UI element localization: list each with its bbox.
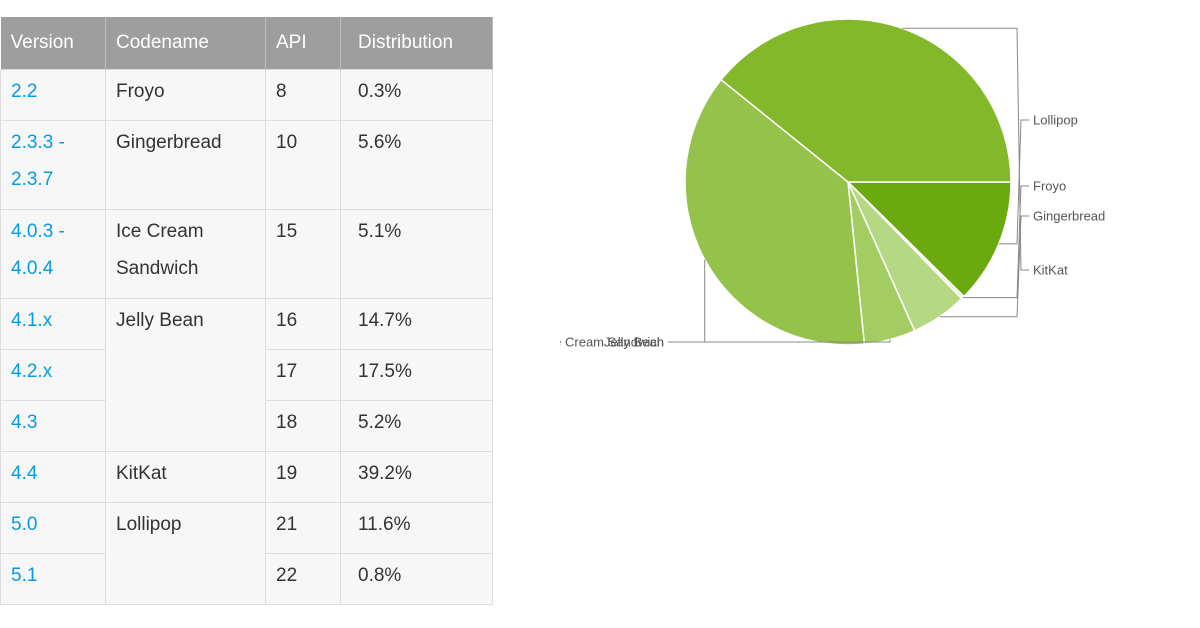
leader-line-ice-cream-sandwich <box>668 339 891 343</box>
table-header-row: Version Codename API Distribution <box>0 17 493 70</box>
distribution-pie-chart: Lollipop Froyo Gingerbread Ice Cream Sandwi… <box>560 18 1105 350</box>
pie-labels: Lollipop Froyo Gingerbread Ice Cream Sandwi… <box>560 27 1105 350</box>
pie-slices <box>684 18 1012 346</box>
table-row: 4.3 18 5.2% <box>0 400 493 452</box>
leader-line-froyo <box>962 185 1029 299</box>
api-cell: 15 <box>265 209 341 299</box>
codename-cell: Gingerbread <box>105 120 266 210</box>
distribution-cell: 0.8% <box>340 553 493 605</box>
header-api: API <box>265 17 341 70</box>
codename-cell: KitKat <box>105 451 266 503</box>
pie-label-jelly-bean: Jelly Bean <box>604 335 664 350</box>
leader-line-gingerbread <box>939 215 1029 318</box>
distribution-cell: 17.5% <box>340 349 493 401</box>
leader-line-kitkat <box>902 27 1029 271</box>
pie-label-froyo: Froyo <box>1033 179 1066 194</box>
distribution-table: Version Codename API Distribution 2.2 Fr… <box>0 17 493 605</box>
distribution-cell: 5.6% <box>340 120 493 210</box>
table-row: 4.0.3 - 4.0.4 Ice Cream Sandwich 15 5.1% <box>0 209 493 299</box>
version-link[interactable]: 2.2 <box>0 69 106 121</box>
api-cell: 16 <box>265 298 341 350</box>
version-link[interactable]: 4.4 <box>0 451 106 503</box>
codename-cell: Ice Cream Sandwich <box>105 209 266 299</box>
header-version: Version <box>0 17 106 70</box>
pie-label-gingerbread: Gingerbread <box>1033 209 1105 224</box>
distribution-cell: 5.1% <box>340 209 493 299</box>
pie-label-kitkat: KitKat <box>1033 263 1068 278</box>
api-cell: 10 <box>265 120 341 210</box>
table-row: 5.1 22 0.8% <box>0 553 493 605</box>
distribution-cell: 0.3% <box>340 69 493 121</box>
codename-cell: Lollipop <box>105 502 266 605</box>
table-row: 4.4 KitKat 19 39.2% <box>0 451 493 503</box>
api-cell: 18 <box>265 400 341 452</box>
version-link[interactable]: 4.1.x <box>0 298 106 350</box>
api-cell: 21 <box>265 502 341 554</box>
version-link[interactable]: 5.0 <box>0 502 106 554</box>
table-row: 2.3.3 - 2.3.7 Gingerbread 10 5.6% <box>0 120 493 210</box>
version-link[interactable]: 2.3.3 - 2.3.7 <box>0 120 106 210</box>
leader-line-jelly-bean <box>668 259 706 343</box>
table-row: 4.2.x 17 17.5% <box>0 349 493 401</box>
pie-slice-jelly-bean <box>684 78 866 346</box>
header-codename: Codename <box>105 17 266 70</box>
codename-cell: Froyo <box>105 69 266 121</box>
version-link[interactable]: 4.0.3 - 4.0.4 <box>0 209 106 299</box>
codename-cell: Jelly Bean <box>105 298 266 452</box>
pie-label-lollipop: Lollipop <box>1033 113 1078 128</box>
pie-label-ice-cream-sandwich: Ice Cream Sandwich <box>560 335 664 350</box>
distribution-cell: 39.2% <box>340 451 493 503</box>
api-cell: 8 <box>265 69 341 121</box>
api-cell: 17 <box>265 349 341 401</box>
table-row: 4.1.x Jelly Bean 16 14.7% <box>0 298 493 452</box>
version-link[interactable]: 4.2.x <box>0 349 106 401</box>
header-distribution: Distribution <box>340 17 493 70</box>
version-link[interactable]: 4.3 <box>0 400 106 452</box>
distribution-cell: 11.6% <box>340 502 493 554</box>
table-row: 2.2 Froyo 8 0.3% <box>0 69 493 121</box>
leader-line-lollipop <box>998 119 1029 245</box>
distribution-cell: 14.7% <box>340 298 493 350</box>
table-row: 5.0 Lollipop 21 11.6% <box>0 502 493 605</box>
pie-slice-lollipop <box>846 181 1012 298</box>
api-cell: 22 <box>265 553 341 605</box>
distribution-cell: 5.2% <box>340 400 493 452</box>
version-link[interactable]: 5.1 <box>0 553 106 605</box>
api-cell: 19 <box>265 451 341 503</box>
